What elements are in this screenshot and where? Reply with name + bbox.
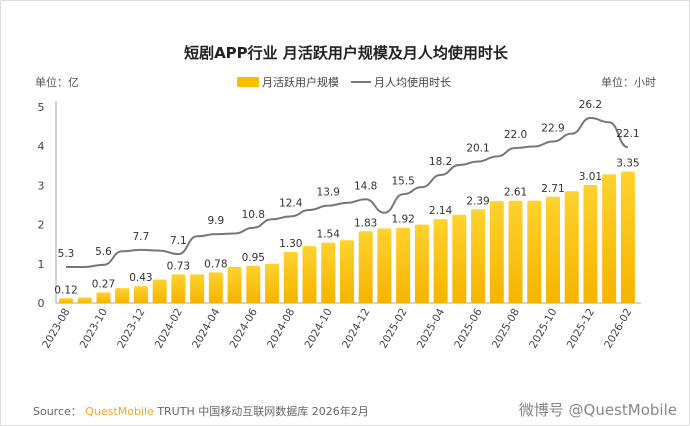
line-value-label: 22.9 xyxy=(541,123,564,135)
bar xyxy=(115,288,130,303)
line-value-label: 13.9 xyxy=(317,187,340,199)
x-tick-label: 2026-02 xyxy=(602,307,634,351)
bar xyxy=(527,200,542,303)
x-tick-label: 2024-02 xyxy=(153,307,185,351)
bar-value-label: 2.14 xyxy=(429,205,453,217)
line-value-label: 22.1 xyxy=(616,128,639,140)
bar xyxy=(414,224,429,303)
bar xyxy=(339,240,354,303)
y-tick-label: 3 xyxy=(38,179,45,192)
x-tick-label: 2023-12 xyxy=(115,307,147,351)
bar xyxy=(396,227,411,303)
bar xyxy=(602,174,617,303)
bar xyxy=(246,265,261,303)
x-tick-label: 2024-06 xyxy=(228,306,260,350)
bar-value-label: 1.30 xyxy=(279,238,302,250)
y-tick-label: 5 xyxy=(38,101,45,114)
bar xyxy=(96,292,111,303)
bar xyxy=(190,274,205,303)
bar xyxy=(302,246,317,303)
x-tick-label: 2025-12 xyxy=(565,307,597,351)
x-tick-label: 2024-12 xyxy=(340,307,372,351)
bar xyxy=(508,200,523,303)
line-value-label: 5.3 xyxy=(58,248,75,260)
bar xyxy=(489,201,504,303)
x-tick-label: 2025-06 xyxy=(452,306,484,350)
bar-value-label: 1.83 xyxy=(354,217,377,229)
bar xyxy=(471,209,486,303)
bar xyxy=(583,185,598,303)
x-tick-label: 2025-10 xyxy=(527,307,559,351)
line-value-label: 20.1 xyxy=(466,142,489,154)
line-value-label: 7.7 xyxy=(133,231,150,243)
watermark: 微博号 @QuestMobile xyxy=(518,401,677,419)
line-value-label: 18.2 xyxy=(429,156,452,168)
line-value-label: 26.2 xyxy=(579,99,602,111)
line-value-label: 14.8 xyxy=(354,180,377,192)
bar-value-label: 0.27 xyxy=(92,278,115,290)
legend-bar-label: 月活跃用户规模 xyxy=(262,75,339,89)
bar-value-label: 3.35 xyxy=(616,158,639,170)
legend-bar-swatch xyxy=(237,77,259,87)
bar-value-label: 0.78 xyxy=(204,258,227,270)
bar xyxy=(208,272,223,303)
source-label: Source： xyxy=(33,405,82,418)
bar-value-label: 1.54 xyxy=(317,229,341,241)
bar xyxy=(358,231,373,303)
bar xyxy=(564,191,579,303)
y-tick-label: 0 xyxy=(38,297,45,310)
bar xyxy=(377,228,392,303)
bar xyxy=(77,297,92,303)
chart-title: 短剧APP行业 月活跃用户规模及月人均使用时长 xyxy=(184,44,509,62)
bar xyxy=(545,196,560,303)
bar xyxy=(59,298,73,303)
bar xyxy=(321,242,336,303)
bar-value-label: 0.95 xyxy=(242,252,265,264)
y-tick-label: 4 xyxy=(38,140,45,153)
source-line: Source： QuestMobile TRUTH 中国移动互联网数据库 202… xyxy=(33,403,369,419)
line-value-label: 22.0 xyxy=(504,129,527,141)
x-tick-label: 2023-08 xyxy=(40,307,72,351)
line-value-label: 10.8 xyxy=(242,209,265,221)
bar-value-label: 0.12 xyxy=(54,284,77,296)
y-tick-label: 1 xyxy=(38,258,45,271)
line-series xyxy=(66,117,629,268)
bar xyxy=(133,286,148,303)
x-tick-label: 2025-08 xyxy=(490,307,522,351)
bar-value-label: 2.39 xyxy=(466,195,489,207)
x-tick-label: 2023-10 xyxy=(78,307,110,351)
bar xyxy=(171,274,186,303)
x-tick-label: 2024-08 xyxy=(265,307,297,351)
x-tick-label: 2024-10 xyxy=(302,307,334,351)
line-value-label: 9.9 xyxy=(207,215,224,227)
source-brand: QuestMobile xyxy=(85,405,154,418)
bar-value-label: 3.01 xyxy=(579,171,602,183)
x-tick-label: 2025-02 xyxy=(377,307,409,351)
line-value-label: 5.6 xyxy=(95,246,112,258)
bar xyxy=(620,171,635,303)
bar xyxy=(265,263,280,303)
source-text: TRUTH 中国移动互联网数据库 2026年2月 xyxy=(157,405,369,418)
line-value-label: 7.1 xyxy=(170,235,187,247)
bar xyxy=(433,219,448,303)
x-tick-label: 2024-04 xyxy=(190,306,222,350)
legend-line-label: 月人均使用时长 xyxy=(374,76,451,89)
x-tick-label: 2025-04 xyxy=(415,306,447,350)
bar-value-label: 1.92 xyxy=(391,214,414,226)
left-unit-label: 单位：亿 xyxy=(35,75,79,89)
line-value-label: 15.5 xyxy=(391,175,414,187)
bar xyxy=(227,266,242,303)
bar xyxy=(283,252,298,303)
bar-value-label: 0.43 xyxy=(129,272,152,284)
bar-value-label: 0.73 xyxy=(167,260,190,272)
bar-value-label: 2.71 xyxy=(541,183,564,195)
line-value-label: 12.4 xyxy=(279,197,303,209)
bar xyxy=(452,214,467,303)
y-tick-label: 2 xyxy=(38,219,45,232)
right-unit-label: 单位：小时 xyxy=(601,75,656,89)
bar-value-label: 2.61 xyxy=(504,187,527,199)
bar xyxy=(152,279,167,303)
